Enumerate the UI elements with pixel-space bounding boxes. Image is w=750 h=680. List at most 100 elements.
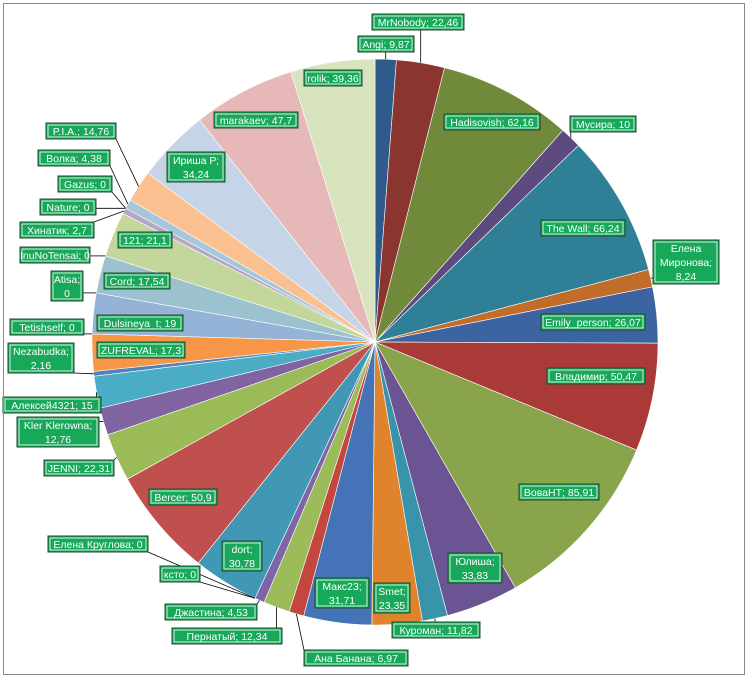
data-label-юлиша: Юлиша; 33,83 bbox=[447, 552, 503, 584]
data-label-inner-border bbox=[59, 177, 111, 191]
data-label-text: Ана Банана; 6,97 bbox=[314, 653, 398, 665]
data-label-dulsineya-t: Dulsineya_t; 19 bbox=[96, 314, 184, 332]
data-label-inner-border bbox=[548, 369, 644, 383]
data-label-rolik: rolik; 39,36 bbox=[303, 69, 363, 87]
data-label-inner-border bbox=[49, 537, 147, 551]
data-label-владимир: Владимир; 50,47 bbox=[546, 367, 646, 385]
data-label-inner-border bbox=[105, 274, 169, 288]
data-label-box bbox=[19, 221, 95, 239]
data-label-text: Владимир; 50,47 bbox=[555, 371, 637, 383]
data-label-the-wall: The Wall; 66,24 bbox=[540, 219, 626, 237]
data-label-inner-border bbox=[542, 315, 644, 329]
data-label-bercer: Bercer; 50,9 bbox=[148, 488, 218, 506]
data-label-box bbox=[391, 621, 481, 639]
data-label-box bbox=[39, 198, 97, 216]
data-label-inner-border bbox=[11, 320, 83, 334]
data-label-box bbox=[447, 552, 503, 584]
data-label-text: Hadisovish; 62,16 bbox=[450, 117, 534, 129]
data-label-kler-klerowna: Kler Klerowna; 12,76 bbox=[16, 416, 100, 448]
data-label-text: Джастина; 4,53 bbox=[174, 607, 248, 619]
data-label-atisa: Atisa; 0 bbox=[50, 270, 84, 302]
data-label-inner-border bbox=[571, 117, 635, 131]
data-label-box bbox=[9, 318, 85, 336]
data-label-text: Ириша Р; 34,24 bbox=[173, 155, 219, 181]
data-label-text: rolik; 39,36 bbox=[307, 73, 359, 85]
data-label-inner-border bbox=[520, 485, 598, 499]
data-label-emily-person: Emily_person; 26,07 bbox=[540, 313, 646, 331]
data-label-text: Smet; 23,35 bbox=[378, 586, 405, 612]
data-label-text: Atisa; 0 bbox=[54, 274, 80, 300]
data-label-хинатик: Хинатик; 2,7 bbox=[19, 221, 95, 239]
data-label-ириша-р: Ириша Р; 34,24 bbox=[166, 151, 226, 183]
data-label-text: MrNobody; 22,46 bbox=[378, 17, 459, 29]
data-label-inner-border bbox=[21, 223, 93, 237]
data-label-inner-border bbox=[4, 398, 100, 412]
data-label-gazus: Gazus; 0 bbox=[57, 175, 113, 193]
pie-slice-the-wall bbox=[373, 144, 649, 343]
data-label-zufreval: ZUFREVAL; 17,3 bbox=[96, 341, 186, 359]
data-label-box bbox=[96, 341, 186, 359]
data-label-елена-миронова: Елена Миронова; 8,24 bbox=[652, 239, 720, 285]
data-label-text: JENNI; 22,31 bbox=[48, 463, 111, 475]
data-label-елена-круглова: Елена Круглова; 0 bbox=[47, 535, 149, 553]
data-label-text: Emily_person; 26,07 bbox=[545, 317, 641, 329]
data-label-inner-border bbox=[373, 15, 463, 29]
data-label-inner-border bbox=[359, 37, 413, 51]
data-label-text: Елена Круглова; 0 bbox=[53, 539, 142, 551]
leader-line-джастина bbox=[256, 600, 260, 605]
data-label-inner-border bbox=[150, 490, 216, 504]
data-label-inner-border bbox=[9, 344, 73, 372]
data-label-inner-border bbox=[223, 542, 261, 570]
data-label-inner-border bbox=[166, 605, 256, 619]
data-label-text: Мусира; 10 bbox=[576, 119, 630, 131]
data-label-121: 121; 21,1 bbox=[117, 231, 173, 249]
data-label-box bbox=[443, 113, 541, 131]
leader-line-елена-круглова bbox=[147, 551, 256, 599]
data-label-box bbox=[569, 115, 637, 133]
data-label-inner-border bbox=[119, 233, 171, 247]
data-label-box bbox=[540, 313, 646, 331]
data-label-inner-border bbox=[449, 554, 501, 582]
data-label-box bbox=[518, 483, 600, 501]
data-label-text: Kler Klerowna; 12,76 bbox=[24, 420, 92, 446]
data-label-box bbox=[221, 540, 263, 572]
data-labels: Angi; 9,87 MrNobody; 22,46 Hadisovish; 62,… bbox=[2, 13, 720, 667]
data-label-text: Куроман; 11,82 bbox=[399, 625, 472, 637]
data-label-inner-border bbox=[654, 241, 718, 283]
data-label-text: Волка; 4,38 bbox=[46, 153, 102, 165]
data-label-text: Bercer; 50,9 bbox=[154, 492, 211, 504]
data-label-text: ZUFREVAL; 17,3 bbox=[101, 345, 181, 357]
data-label-box bbox=[213, 111, 299, 129]
data-label-box bbox=[50, 270, 84, 302]
data-label-text: Nezabudka; 2,16 bbox=[13, 346, 69, 372]
data-label-box bbox=[314, 577, 370, 609]
data-label-marakaev: marakaev; 47,7 bbox=[213, 111, 299, 129]
leader-line-ксто bbox=[199, 581, 256, 599]
data-label-box bbox=[57, 175, 113, 193]
data-label-inner-border bbox=[168, 153, 224, 181]
data-label-box bbox=[373, 582, 411, 614]
data-label-text: Юлиша; 33,83 bbox=[455, 556, 494, 582]
data-label-text: ВоваНТ; 85,91 bbox=[524, 487, 594, 499]
data-label-ксто: ксто; 0 bbox=[159, 565, 201, 583]
data-label-tetishself: Tetishself; 0 bbox=[9, 318, 85, 336]
data-label-text: The Wall; 66,24 bbox=[546, 223, 619, 235]
data-label-text: Cord; 17,54 bbox=[110, 276, 165, 288]
data-label-box bbox=[117, 231, 173, 249]
data-label-inner-border bbox=[47, 124, 115, 138]
data-label-box bbox=[7, 342, 75, 374]
data-label-box bbox=[19, 246, 91, 264]
data-label-box bbox=[166, 151, 226, 183]
data-label-box bbox=[371, 13, 465, 31]
data-label-angi: Angi; 9,87 bbox=[357, 35, 415, 53]
data-label-inner-border bbox=[393, 623, 479, 637]
data-label-box bbox=[16, 416, 100, 448]
data-label-text: P.I.A.; 14,76 bbox=[53, 126, 110, 138]
data-label-mrnobody: MrNobody; 22,46 bbox=[371, 13, 465, 31]
data-label-box bbox=[540, 219, 626, 237]
data-label-box bbox=[47, 535, 149, 553]
data-label-text: Tetishself; 0 bbox=[19, 322, 75, 334]
data-label-text: Nature; 0 bbox=[46, 202, 89, 214]
data-label-p-i-a: P.I.A.; 14,76 bbox=[45, 122, 117, 140]
